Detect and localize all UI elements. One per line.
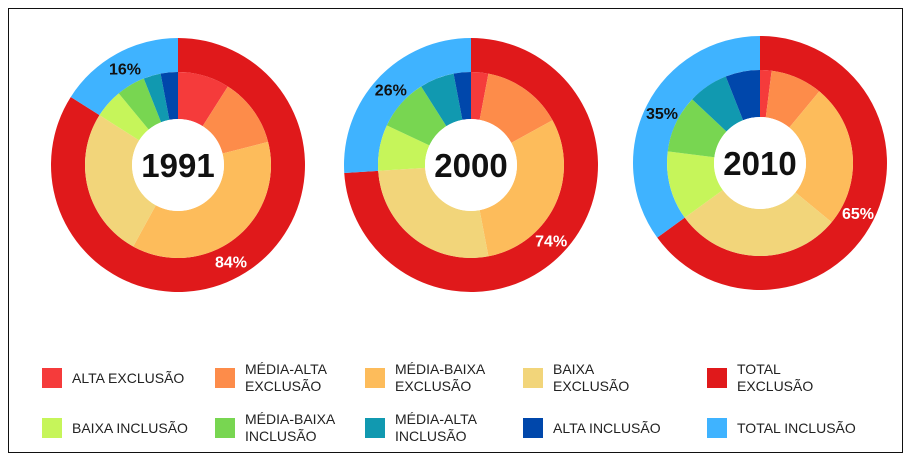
chart-title: 2010: [723, 145, 796, 182]
legend-swatch: [707, 368, 727, 388]
outer-slice: [657, 36, 888, 291]
inner-slice: [471, 72, 489, 120]
legend-label: BAIXA INCLUSÃO: [72, 419, 188, 436]
inner-slice: [378, 167, 489, 258]
inner-slice: [160, 72, 178, 120]
inner-slice: [178, 72, 228, 127]
legend-label: BAIXA EXCLUSÃO: [553, 361, 630, 394]
inner-slice: [692, 76, 744, 132]
legend-swatch: [523, 418, 543, 438]
value-label: 74%: [535, 233, 567, 250]
legend-item: MÉDIA-BAIXA INCLUSÃO: [215, 411, 365, 445]
legend-item: MÉDIA-BAIXA EXCLUSÃO: [365, 361, 515, 395]
center-hole: [714, 117, 806, 209]
value-label: 26%: [375, 83, 407, 100]
inner-slice: [725, 70, 760, 121]
center-hole: [425, 119, 517, 211]
inner-slice: [202, 86, 269, 154]
legend-swatch: [215, 418, 235, 438]
legend-item: ALTA EXCLUSÃO: [42, 361, 192, 395]
inner-slice: [789, 91, 853, 223]
legend-item: BAIXA EXCLUSÃO: [523, 361, 673, 395]
outer-slice: [70, 38, 178, 116]
chart-title: 1991: [141, 147, 214, 184]
legend-item: TOTAL INCLUSÃO: [707, 411, 857, 445]
inner-slice: [667, 99, 727, 158]
legend-swatch: [707, 418, 727, 438]
outer-slice: [344, 38, 471, 173]
legend-label: MÉDIA-ALTA EXCLUSÃO: [245, 361, 327, 394]
legend-swatch: [215, 368, 235, 388]
inner-slice: [760, 70, 772, 118]
value-label: 16%: [109, 62, 141, 79]
inner-slice: [378, 125, 430, 171]
inner-slice: [684, 190, 832, 256]
legend-label: MÉDIA-BAIXA EXCLUSÃO: [395, 361, 485, 394]
legend-item: BAIXA INCLUSÃO: [42, 411, 192, 445]
legend-swatch: [42, 418, 62, 438]
frame: [8, 8, 903, 453]
legend-swatch: [365, 368, 385, 388]
inner-slice: [143, 73, 170, 123]
legend-label: MÉDIA-BAIXA INCLUSÃO: [245, 411, 335, 444]
chart-title: 2000: [434, 147, 507, 184]
inner-slice: [667, 151, 723, 218]
inner-slice: [421, 73, 463, 127]
legend-label: TOTAL INCLUSÃO: [737, 419, 856, 436]
legend-swatch: [523, 368, 543, 388]
legend-item: ALTA INCLUSÃO: [523, 411, 673, 445]
legend-label: ALTA EXCLUSÃO: [72, 369, 185, 386]
inner-slice: [386, 86, 447, 146]
legend-swatch: [365, 418, 385, 438]
legend-item: MÉDIA-ALTA INCLUSÃO: [365, 411, 515, 445]
inner-slice: [118, 78, 162, 130]
inner-slice: [765, 70, 820, 128]
inner-slice: [133, 141, 271, 258]
legend-item: MÉDIA-ALTA EXCLUSÃO: [215, 361, 365, 395]
legend-item: TOTAL EXCLUSÃO: [707, 361, 857, 395]
center-hole: [132, 119, 224, 211]
legend-label: ALTA INCLUSÃO: [553, 419, 661, 436]
inner-slice: [479, 73, 553, 143]
inner-slice: [84, 115, 156, 247]
outer-slice: [632, 36, 760, 238]
inner-slice: [99, 93, 149, 141]
legend-label: TOTAL EXCLUSÃO: [737, 361, 814, 394]
inner-slice: [479, 120, 564, 257]
value-label: 84%: [215, 254, 247, 271]
value-label: 35%: [646, 106, 678, 123]
value-label: 65%: [842, 206, 874, 223]
inner-slice: [453, 72, 471, 120]
legend-label: MÉDIA-ALTA INCLUSÃO: [395, 411, 477, 444]
legend-swatch: [42, 368, 62, 388]
